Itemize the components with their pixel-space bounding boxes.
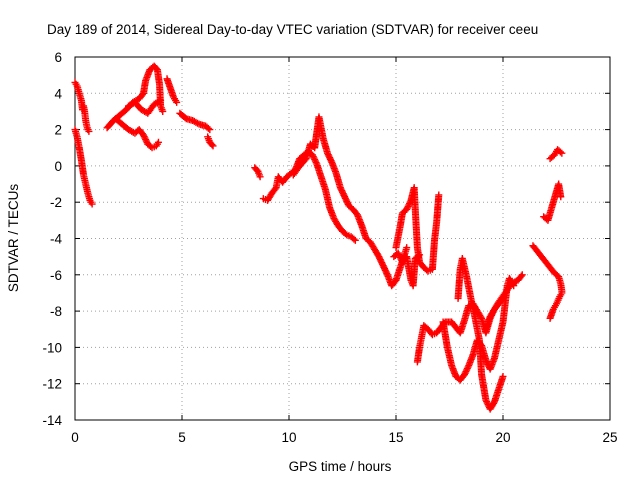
y-tick-label: -10 xyxy=(42,340,62,355)
grid-layer xyxy=(75,57,610,420)
y-tick-label: -2 xyxy=(50,195,62,210)
series-track-11 xyxy=(289,113,411,290)
data-point-marker xyxy=(558,149,566,157)
data-point-marker xyxy=(518,271,526,279)
x-tick-label: 15 xyxy=(388,430,403,445)
series-track-7 xyxy=(176,109,214,134)
x-tick-label: 0 xyxy=(71,430,79,445)
data-point-marker xyxy=(351,236,359,244)
data-point-marker xyxy=(414,252,422,260)
data-point-marker xyxy=(556,148,564,156)
y-tick-label: 2 xyxy=(54,123,62,138)
x-tick-label: 10 xyxy=(281,430,296,445)
series-track-18 xyxy=(529,242,566,295)
series-track-16 xyxy=(454,254,507,413)
data-point-marker xyxy=(154,138,162,146)
series-track-15 xyxy=(439,274,518,384)
data-point-marker xyxy=(88,200,96,208)
y-tick-label: -14 xyxy=(42,413,62,428)
data-point-marker xyxy=(208,141,216,149)
y-tick-label: 4 xyxy=(54,86,62,101)
series-track-4 xyxy=(112,115,162,152)
y-tick-label: -4 xyxy=(50,232,62,247)
x-tick-label: 20 xyxy=(495,430,510,445)
data-point-marker xyxy=(206,126,214,134)
series-track-3 xyxy=(103,62,167,132)
marks-layer xyxy=(71,62,566,413)
series-track-13 xyxy=(390,249,424,290)
data-point-marker xyxy=(350,235,358,243)
data-point-marker xyxy=(209,142,217,150)
data-point-marker xyxy=(490,399,498,407)
series-track-8 xyxy=(204,133,217,150)
series-track-21 xyxy=(546,146,566,163)
data-point-marker xyxy=(557,193,565,201)
series-track-5 xyxy=(125,97,165,117)
data-point-marker xyxy=(157,97,165,105)
data-point-marker xyxy=(85,127,93,135)
data-point-marker xyxy=(271,185,279,193)
data-point-marker xyxy=(155,97,163,105)
y-tick-label: -8 xyxy=(50,304,62,319)
x-axis-label: GPS time / hours xyxy=(289,459,392,474)
data-point-marker xyxy=(403,244,411,252)
data-point-marker xyxy=(558,289,566,297)
data-point-marker xyxy=(204,124,212,132)
series-track-2 xyxy=(71,126,96,208)
data-point-marker xyxy=(435,191,443,199)
series-track-10 xyxy=(259,147,359,244)
y-tick-label: 6 xyxy=(54,50,62,65)
y-axis-label: SDTVAR / TECUs xyxy=(6,184,21,293)
data-point-marker xyxy=(416,251,424,259)
data-point-marker xyxy=(406,198,414,206)
series-track-6 xyxy=(163,75,181,106)
series-track-17 xyxy=(482,271,526,333)
data-point-marker xyxy=(256,173,264,181)
data-point-marker xyxy=(477,313,485,321)
x-tick-label: 5 xyxy=(178,430,186,445)
data-point-marker xyxy=(383,269,391,277)
data-point-marker xyxy=(517,272,525,280)
series-track-9 xyxy=(251,164,264,181)
series-track-20 xyxy=(540,180,565,224)
y-tick-label: -6 xyxy=(50,268,62,283)
series-track-1 xyxy=(71,78,93,135)
x-tick-label: 25 xyxy=(602,430,617,445)
y-tick-label: -12 xyxy=(42,377,62,392)
chart-title: Day 189 of 2014, Sidereal Day-to-day VTE… xyxy=(47,22,538,37)
y-tick-label: 0 xyxy=(54,159,62,174)
series-track-12 xyxy=(392,184,443,275)
data-point-marker xyxy=(173,98,181,106)
data-point-marker xyxy=(341,230,349,238)
series-track-19 xyxy=(546,289,566,322)
data-point-marker xyxy=(194,119,202,127)
data-point-marker xyxy=(499,372,507,380)
data-point-marker xyxy=(159,107,167,115)
data-point-marker xyxy=(327,157,335,165)
data-point-marker xyxy=(464,363,472,371)
data-point-marker xyxy=(312,159,320,167)
